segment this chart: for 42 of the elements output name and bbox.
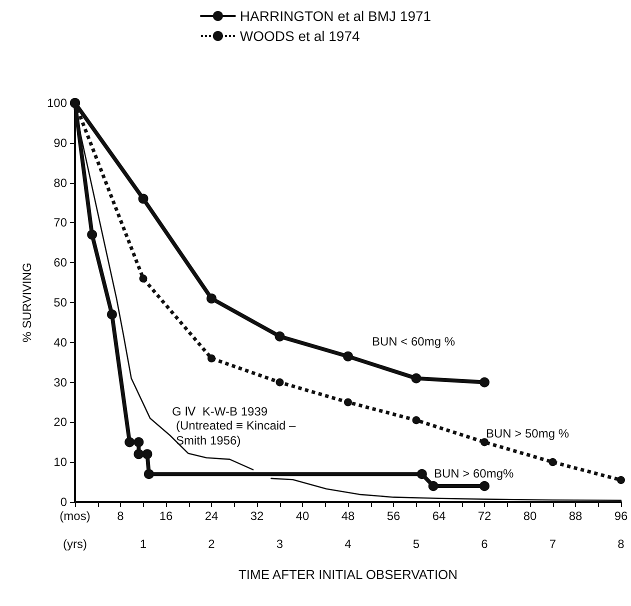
annotation: G Ⅳ K-W-B 1939 [172,404,268,418]
y-tick-label: 100 [46,96,68,110]
y-tick-label: 20 [54,415,68,430]
x2-tick-label: 8 [618,537,625,551]
x2-tick-label: 3 [276,537,284,551]
x2-tick-label: 2 [208,537,216,551]
annotation: (Untreated ≡ Kincaid – Smith 1956) [176,418,300,448]
x2-tick-label: 7 [549,537,556,551]
y-tick-label: 90 [54,136,68,150]
x-tick-label: 88 [568,509,582,523]
x2-tick-label: 1 [140,537,147,551]
x-axis-title: TIME AFTER INITIAL OBSERVATION [238,567,458,582]
y-tick-label: 0 [60,495,68,509]
x2-tick-label: (yrs) [63,537,87,551]
x-tick-label: 56 [386,509,400,523]
x2-tick-label: 5 [412,537,420,551]
legend-label: HARRINGTON et al BMJ 1971 [240,8,432,24]
y-tick-label: 80 [54,176,68,190]
annotation: BUN > 60mg% [434,466,514,480]
x-tick-label: 72 [478,509,492,523]
y-tick-label: 60 [54,256,68,270]
x2-tick-label: 6 [481,537,488,551]
x-tick-label: 80 [523,509,537,523]
x-tick-label: 24 [204,509,218,523]
x-tick-label: 48 [341,509,355,523]
x-tick-label: (mos) [60,509,90,523]
legend-label: WOODS et al 1974 [240,28,360,44]
x-tick-label: 40 [296,509,310,523]
x-tick-label: 64 [432,509,446,523]
y-axis-title: % SURVIVING [20,262,34,342]
annotation: BUN < 60mg % [372,334,456,348]
x2-tick-label: 4 [344,537,352,551]
x-tick-label: 96 [614,509,628,523]
y-tick-label: 70 [54,216,68,230]
y-tick-label: 30 [54,375,68,390]
x-tick-label: 16 [159,509,173,523]
annotation: BUN > 50mg % [486,426,570,440]
x-tick-label: 32 [250,509,264,523]
y-tick-label: 50 [54,296,68,310]
x-tick-label: 8 [117,509,124,523]
y-tick-label: 40 [54,335,68,350]
y-tick-label: 10 [54,455,68,470]
